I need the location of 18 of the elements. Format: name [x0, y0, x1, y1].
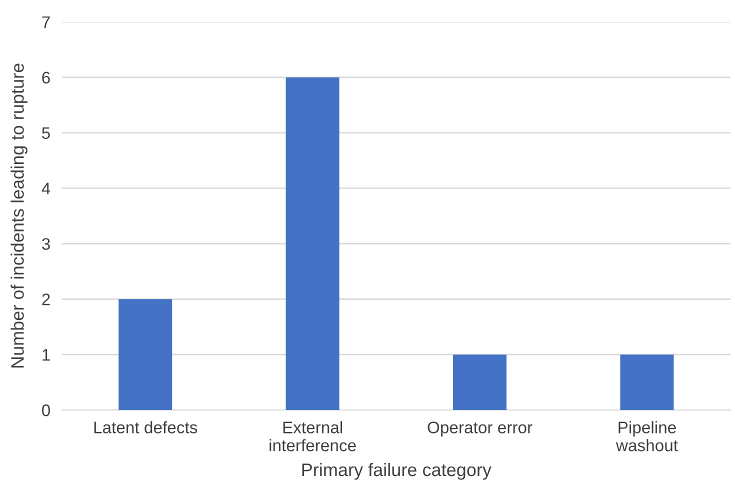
- x-tick-label: Latent defects: [94, 421, 198, 434]
- y-tick-label: 4: [42, 182, 50, 194]
- bar: [453, 354, 507, 410]
- y-axis-title: Number of incidents leading to rupture: [10, 64, 28, 368]
- y-tick-label: 1: [42, 349, 50, 361]
- y-tick-label: 5: [42, 127, 50, 139]
- y-tick-label: 0: [42, 404, 50, 416]
- y-tick-label: 7: [42, 16, 50, 28]
- y-tick-label: 6: [42, 72, 50, 84]
- x-tick-label: Operator error: [428, 422, 532, 437]
- bar: [286, 77, 340, 410]
- x-axis-title: Primary failure category: [302, 462, 492, 480]
- x-tick-label: Pipeline washout: [616, 421, 678, 452]
- x-tick-label: External interference: [270, 421, 356, 452]
- bar: [620, 354, 674, 410]
- bar: [118, 299, 172, 410]
- y-tick-label: 3: [42, 238, 50, 250]
- y-tick-label: 2: [42, 294, 50, 306]
